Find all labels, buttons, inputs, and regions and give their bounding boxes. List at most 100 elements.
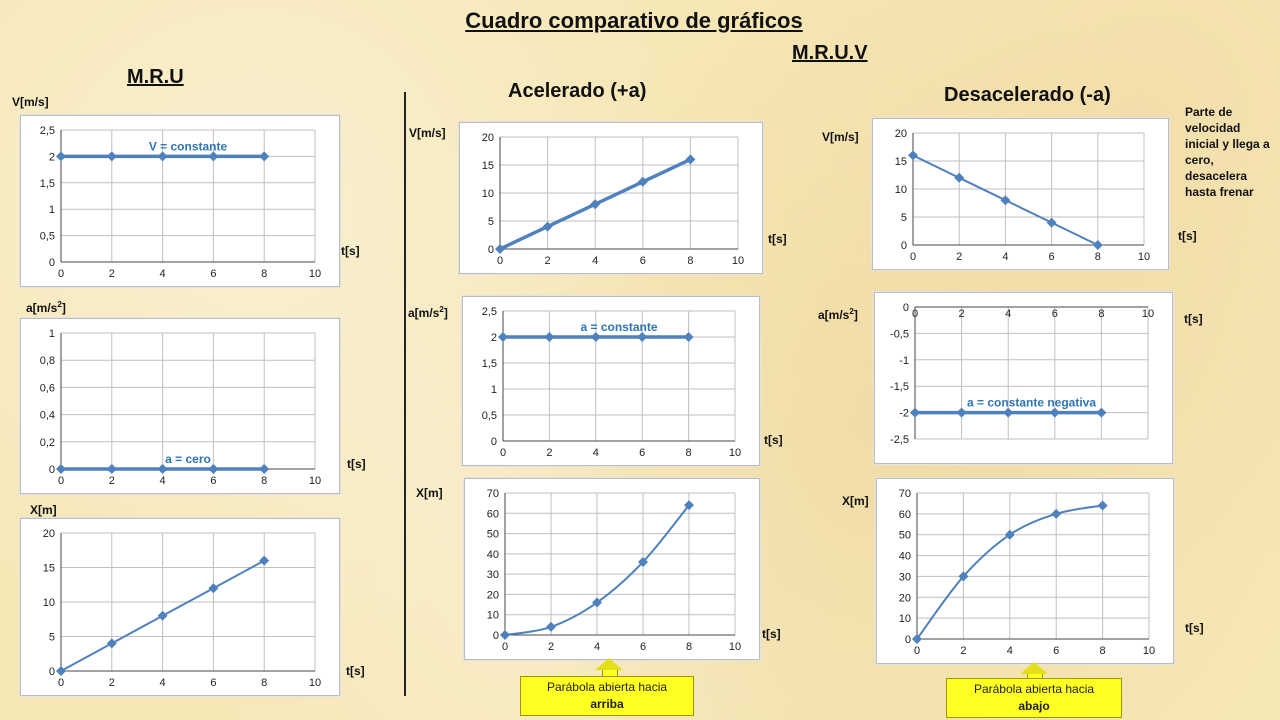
x-tick-label: 0	[58, 475, 64, 487]
dec-x-xlabel: t[s]	[1185, 621, 1204, 635]
data-point	[910, 407, 920, 418]
arrow-up-stem	[602, 670, 618, 676]
chart-svg: 0 2 4 6 8 10 0 5 10 15 20	[482, 132, 744, 267]
data-point	[954, 172, 965, 183]
chart-acc-position: 0 2 4 6 8 10 0 10 20 30 40 50 60 70	[464, 478, 760, 660]
data-point	[544, 332, 555, 342]
x-tick-label: 2	[959, 308, 965, 320]
data-point	[259, 464, 270, 474]
y-tick-label: 70	[899, 488, 911, 500]
data-point	[908, 150, 918, 161]
y-tick-label: 30	[899, 571, 911, 583]
chart-dec-position: 0 2 4 6 8 10 0 10 20 30 40 50 60 70	[876, 478, 1174, 664]
x-tick-label: 4	[160, 268, 166, 280]
x-tick-label: 8	[261, 475, 267, 487]
y-tick-label: 5	[488, 216, 494, 228]
mru-x-ylabel: X[m]	[30, 503, 57, 517]
acc-a-ylabel: a[m/s2]	[408, 305, 448, 320]
data-point	[56, 666, 66, 676]
y-tick-label: 2,5	[40, 125, 55, 137]
y-tick-label: 1	[49, 204, 55, 216]
accel-heading: Acelerado (+a)	[508, 80, 647, 102]
chart-svg: 0 2 4 6 8 10 0 5 10 15 20	[43, 528, 321, 689]
callout-up-line1: Parábola abierta hacia	[546, 680, 668, 694]
y-tick-label: -2,5	[890, 434, 909, 446]
data-point	[106, 638, 117, 649]
x-tick-label: 8	[261, 268, 267, 280]
chart-mru-velocity: 0 2 4 6 8 10 0 0,5 1 1,5 2 2,5 V = constante	[20, 115, 340, 287]
x-tick-label: 4	[1005, 308, 1011, 320]
y-tick-label: 1,5	[482, 358, 497, 370]
y-tick-label: 20	[487, 589, 499, 601]
data-point	[1046, 217, 1057, 228]
y-tick-label: -1	[899, 355, 909, 367]
chart-svg: 0 2 4 6 8 10 0 10 20 30 40 50 60 70	[487, 488, 741, 653]
data-point	[208, 464, 219, 474]
chart-svg: 0 2 4 6 8 10 0 0,2 0,4 0,6 0,8 1 a = cero	[40, 328, 321, 487]
y-tick-label: 0	[491, 436, 497, 448]
x-tick-label: 0	[500, 447, 506, 459]
y-tick-label: 15	[895, 156, 907, 168]
annotation-label: a = cero	[165, 452, 211, 466]
x-tick-label: 6	[210, 475, 216, 487]
annotation-label: V = constante	[149, 139, 228, 153]
y-tick-label: 0	[49, 464, 55, 476]
x-tick-label: 10	[309, 677, 321, 689]
y-tick-label: 0	[488, 244, 494, 256]
data-point	[157, 464, 168, 474]
arrow-up-icon	[595, 658, 623, 670]
y-tick-label: 2	[49, 151, 55, 163]
mru-v-ylabel: V[m/s]	[12, 95, 49, 109]
y-tick-label: 30	[487, 569, 499, 581]
y-tick-label: 2,5	[482, 306, 497, 318]
data-point	[638, 556, 648, 567]
acc-v-xlabel: t[s]	[768, 232, 787, 246]
y-tick-label: 50	[899, 530, 911, 542]
x-tick-label: 6	[210, 268, 216, 280]
y-tick-label: 0,5	[482, 410, 497, 422]
x-tick-label: 0	[58, 677, 64, 689]
chart-svg: 0 2 4 6 8 10 0 10 20 30 40 50 60 70	[899, 488, 1155, 657]
x-tick-label: 4	[160, 677, 166, 689]
y-tick-label: 0,6	[40, 382, 55, 394]
acc-x-ylabel: X[m]	[416, 486, 443, 500]
x-tick-label: 0	[58, 268, 64, 280]
x-tick-label: 8	[686, 641, 692, 653]
data-point	[495, 244, 505, 254]
annotation-label: a = constante negativa	[967, 396, 1096, 410]
y-tick-label: 5	[49, 632, 55, 644]
callout-parabola-up: Parábola abierta hacia arriba	[520, 676, 694, 716]
y-tick-label: 0,5	[40, 231, 55, 243]
data-point	[956, 407, 967, 418]
x-tick-label: 4	[1007, 645, 1013, 657]
data-point	[912, 634, 922, 644]
x-tick-label: 8	[1098, 308, 1104, 320]
x-tick-label: 10	[729, 447, 741, 459]
chart-mru-position: 0 2 4 6 8 10 0 5 10 15 20	[20, 518, 340, 696]
x-tick-label: 10	[309, 268, 321, 280]
x-tick-label: 4	[160, 475, 166, 487]
mru-a-ylabel: a[m/s2]	[26, 300, 66, 315]
y-tick-label: 20	[482, 132, 494, 144]
column-divider	[404, 92, 406, 696]
chart-acc-acceleration: 0 2 4 6 8 10 0 0,5 1 1,5 2 2,5 a = constante	[462, 296, 760, 466]
y-tick-label: 60	[899, 509, 911, 521]
callout-parabola-down: Parábola abierta hacia abajo	[946, 678, 1122, 718]
y-tick-label: 70	[487, 488, 499, 500]
y-tick-label: 5	[901, 212, 907, 224]
x-tick-label: 6	[640, 641, 646, 653]
data-point	[684, 500, 694, 511]
x-tick-label: 2	[548, 641, 554, 653]
y-tick-label: 0	[49, 666, 55, 678]
data-point	[208, 583, 219, 594]
mruv-heading: M.R.U.V	[792, 42, 868, 64]
y-tick-label: 0	[493, 630, 499, 642]
chart-svg: 0 2 4 6 8 10 0 0,5 1 1,5 2 2,5 a = constante	[482, 306, 741, 459]
dec-a-ylabel: a[m/s2]	[818, 307, 858, 322]
data-point	[1096, 407, 1107, 418]
acc-a-xlabel: t[s]	[764, 433, 783, 447]
data-point	[1092, 240, 1103, 250]
x-tick-label: 10	[729, 641, 741, 653]
chart-dec-velocity: 0 2 4 6 8 10 0 5 10 15 20	[872, 118, 1169, 270]
